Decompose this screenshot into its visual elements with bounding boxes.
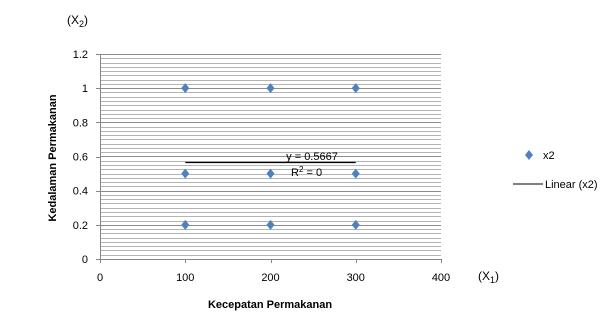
legend: x2 Linear (x2) (513, 150, 598, 191)
data-point (181, 219, 190, 230)
axes (96, 54, 442, 263)
data-point (181, 168, 190, 179)
y-axis-title: Kedalaman Permakanan (47, 94, 59, 221)
x-tick-label: 200 (261, 272, 279, 284)
y-tick-label: 0.2 (73, 220, 88, 232)
grid-lines (100, 54, 441, 256)
data-point (266, 219, 275, 230)
data-points (181, 83, 360, 230)
y-tick-label: 1.2 (73, 49, 88, 61)
x-tick-label: 100 (176, 272, 194, 284)
x-tick-label: 300 (347, 272, 365, 284)
x-variable-label: (X1) (478, 269, 499, 285)
y-tick-label: 0.4 (73, 186, 88, 198)
y-tick-label: 1 (82, 83, 88, 95)
y-tick-label: 0.8 (73, 117, 88, 129)
r-squared-label: R2 = 0 (291, 165, 322, 179)
data-point (351, 219, 360, 230)
y-variable-label: (X2) (67, 13, 88, 29)
legend-label-linear: Linear (x2) (545, 179, 598, 191)
x-tick-labels: 0 100 200 300 400 (97, 272, 450, 284)
y-tick-labels: 0 0.2 0.4 0.6 0.8 1 1.2 (73, 49, 88, 266)
data-point (266, 83, 275, 94)
data-point (181, 83, 190, 94)
x-tick-label: 0 (97, 272, 103, 284)
legend-marker-diamond (525, 150, 533, 160)
x-tick-label: 400 (432, 272, 450, 284)
legend-label-x2: x2 (543, 150, 555, 162)
x-axis-title: Kecepatan Permakanan (208, 299, 332, 311)
data-point (266, 168, 275, 179)
data-point (351, 83, 360, 94)
data-point (351, 168, 360, 179)
y-tick-label: 0.6 (73, 152, 88, 164)
trendline-equation: y = 0.5667 (286, 151, 338, 163)
y-tick-label: 0 (82, 254, 88, 266)
